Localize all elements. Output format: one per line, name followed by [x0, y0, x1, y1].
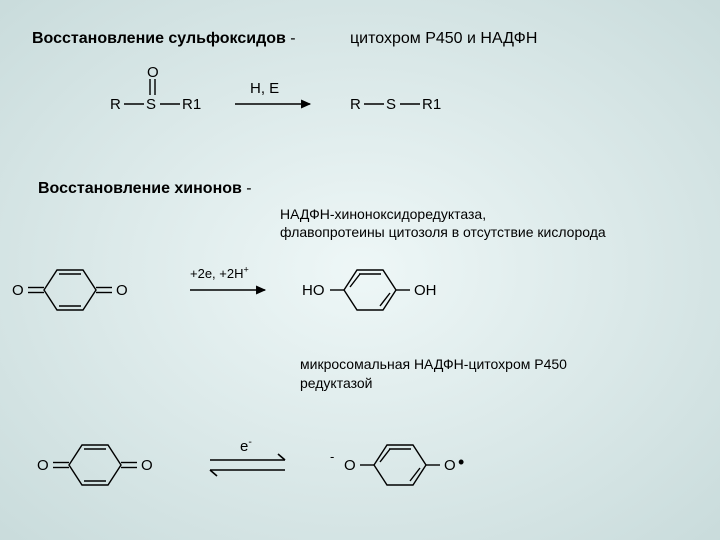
atom-R-prod: R	[350, 96, 361, 113]
reaction1-arrow-label: H, E	[250, 80, 279, 97]
atom-O: O	[147, 64, 159, 81]
atom-O-right-2: O	[141, 457, 153, 474]
reaction-quinone-hydroquinone: O O HO OH	[30, 250, 590, 330]
reaction3-arrow-label-sup: -	[248, 436, 252, 448]
reaction-sulfoxide: R S R1 O H, E R S R1	[100, 65, 560, 135]
sulfoxide-reactant: R S R1 O	[110, 64, 201, 113]
reaction2-arrow-label-sup: +	[244, 265, 249, 275]
label-OH: OH	[414, 282, 437, 299]
radical-dot: •	[458, 452, 464, 472]
note-microsomal: микросомальная НАДФН-цитохром Р450 редук…	[300, 355, 567, 393]
label-O-minus: O	[344, 457, 356, 474]
atom-S: S	[146, 96, 156, 113]
benzoquinone: O O	[12, 270, 128, 310]
heading-sulfoxide-dash: -	[286, 30, 296, 47]
atom-O-right: O	[116, 282, 128, 299]
hydroquinone: HO OH	[302, 270, 437, 310]
reaction2-arrow-label: +2e, +2H+	[190, 266, 249, 281]
sulfide-product: R S R1	[350, 96, 441, 113]
heading-quinone-dash: -	[242, 180, 252, 197]
reaction-semiquinone: O O O - O •	[50, 420, 610, 510]
reaction3-equilibrium-arrows	[210, 454, 285, 476]
heading-quinone-bold: Восстановление хинонов	[38, 180, 242, 197]
atom-R1-prod: R1	[422, 96, 441, 113]
benzoquinone-2: O O	[37, 445, 153, 485]
quinone-desc: НАДФН-хиноноксидоредуктаза, флавопротеин…	[280, 205, 606, 241]
note-microsomal-line2: редуктазой	[300, 374, 567, 393]
label-O-dot: O	[444, 457, 456, 474]
atom-O-left-2: O	[37, 457, 49, 474]
atom-S-prod: S	[386, 96, 396, 113]
atom-R1: R1	[182, 96, 201, 113]
heading-quinone: Восстановление хинонов -	[38, 180, 252, 198]
reaction3-arrow-label: e-	[240, 438, 252, 455]
reaction2-arrow-label-text: +2e, +2H	[190, 266, 244, 281]
atom-O-left: O	[12, 282, 24, 299]
quinone-desc-line2: флавопротеины цитозоля в отсутствие кисл…	[280, 223, 606, 241]
note-microsomal-line1: микросомальная НАДФН-цитохром Р450	[300, 355, 567, 374]
heading-sulfoxide-bold: Восстановление сульфоксидов	[32, 30, 286, 47]
heading-sulfoxide-right: цитохром Р450 и НАДФН	[350, 30, 537, 48]
semiquinone-anion: O - O •	[330, 445, 464, 485]
label-HO: HO	[302, 282, 325, 299]
quinone-desc-line1: НАДФН-хиноноксидоредуктаза,	[280, 205, 606, 223]
heading-sulfoxide: Восстановление сульфоксидов -	[32, 30, 296, 48]
atom-R: R	[110, 96, 121, 113]
label-minus: -	[330, 449, 334, 464]
